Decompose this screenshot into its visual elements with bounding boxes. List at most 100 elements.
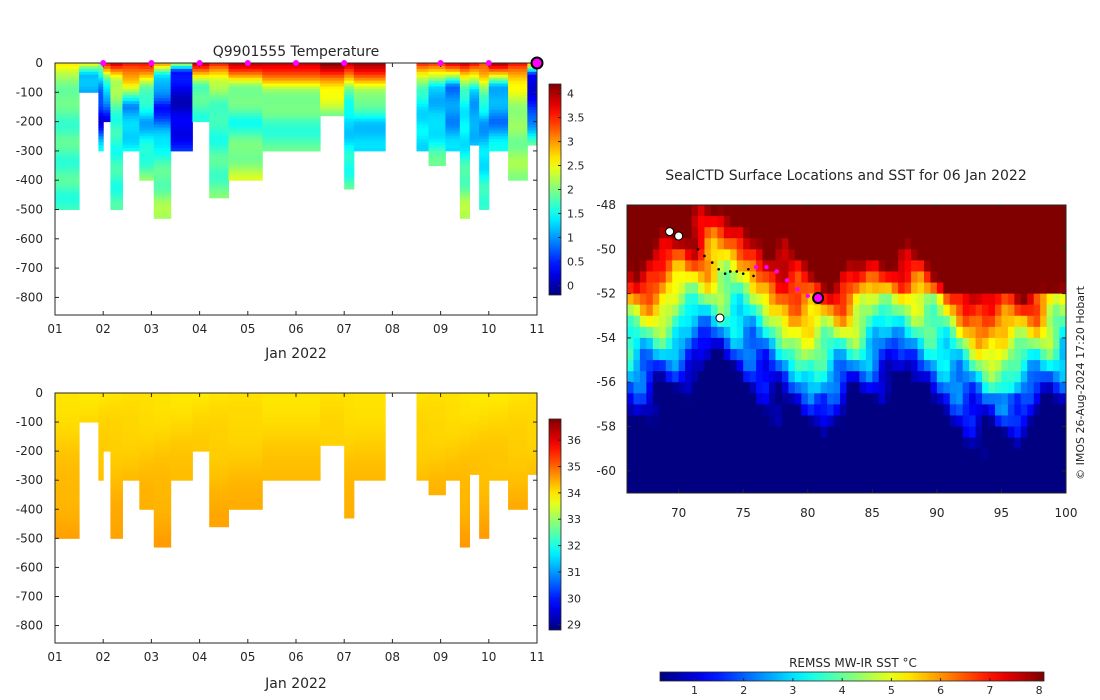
sst-cell xyxy=(865,459,873,472)
salinity-cell xyxy=(445,395,461,400)
sst-cell xyxy=(904,260,912,272)
temperature-cell xyxy=(139,109,155,114)
sst-cell xyxy=(1046,415,1054,428)
sst-cell xyxy=(885,481,893,494)
temperature-cell xyxy=(344,186,355,190)
salinity-cell xyxy=(488,454,509,458)
sst-cell xyxy=(982,205,990,217)
salinity-cell xyxy=(428,459,446,464)
sst-cell xyxy=(756,382,764,394)
sst-cell xyxy=(710,448,718,461)
temperature-cell xyxy=(103,104,111,108)
temperature-cell xyxy=(445,121,461,126)
sst-cell xyxy=(917,437,925,450)
temperature-cell xyxy=(79,65,99,70)
temperature-cell xyxy=(103,109,111,114)
sst-cell xyxy=(743,260,751,272)
sst-cell xyxy=(827,216,835,228)
salinity-cell xyxy=(139,401,155,406)
sst-cell xyxy=(794,382,802,394)
sst-cell xyxy=(1007,326,1015,339)
sst-cell xyxy=(769,349,776,361)
salinity-cell xyxy=(110,491,123,496)
salinity-cell xyxy=(55,465,80,470)
sst-cell xyxy=(962,315,970,328)
temperature-cell xyxy=(209,115,230,120)
temperature-cell xyxy=(209,177,230,181)
salinity-cell xyxy=(459,468,471,472)
sst-cell xyxy=(956,293,964,306)
sst-cell xyxy=(775,326,783,339)
sst-cell xyxy=(898,216,906,228)
salinity-cell xyxy=(262,401,321,406)
temperature-cell xyxy=(170,121,193,126)
sst-cell xyxy=(736,315,744,328)
temperature-cell xyxy=(527,83,537,87)
temperature-cell xyxy=(122,109,140,114)
sst-cell xyxy=(801,349,809,361)
sst-cell xyxy=(749,426,757,439)
salinity-cell xyxy=(262,439,321,443)
salinity-cell xyxy=(459,419,471,423)
sst-cell xyxy=(1014,415,1022,428)
sst-cell xyxy=(1027,448,1035,461)
sst-cell xyxy=(1007,404,1015,416)
salinity-cell xyxy=(428,404,446,409)
temperature-cell xyxy=(488,65,509,70)
sst-cell xyxy=(1053,260,1061,272)
sst-cell xyxy=(885,404,893,416)
sst-cell xyxy=(807,315,815,328)
sst-cell xyxy=(846,404,854,416)
temperature-cell xyxy=(527,136,537,140)
salinity-cell xyxy=(192,393,210,397)
temperature-cell xyxy=(479,174,490,178)
sst-cell xyxy=(898,349,906,361)
salinity-cell xyxy=(445,456,461,461)
temperature-cell xyxy=(153,86,172,90)
temperature-cell xyxy=(139,142,155,146)
temperature-cell xyxy=(527,95,537,99)
sst-cell xyxy=(936,393,944,405)
sst-cell xyxy=(627,304,634,317)
temperature-cell xyxy=(469,101,480,105)
sst-cell xyxy=(988,326,996,339)
map-title: SealCTD Surface Locations and SST for 06… xyxy=(665,168,1026,184)
sst-cell xyxy=(691,426,699,439)
temperature-cell xyxy=(153,104,172,108)
temperature-cell xyxy=(527,109,537,114)
sst-cell xyxy=(917,260,925,272)
sst-cell xyxy=(1027,404,1035,416)
sst-cell xyxy=(975,415,983,428)
salinity-cell xyxy=(98,430,104,435)
sst-cell xyxy=(956,238,964,250)
sst-cell xyxy=(1033,415,1041,428)
sst-cell xyxy=(691,205,699,217)
sst-cell xyxy=(904,426,912,439)
sst-cell xyxy=(1007,371,1015,383)
sst-cell xyxy=(827,415,835,428)
y-tick-label: -300 xyxy=(16,144,43,158)
temperature-cell xyxy=(508,165,528,169)
temperature-panel: Q9901555 Temperature 01 02 03 04 05 06 07 08 09 1… xyxy=(16,44,585,362)
temperature-cell xyxy=(416,86,430,90)
sst-cell xyxy=(749,470,757,483)
map-credit: © IMOS 26-Aug-2024 17:20 Hobart xyxy=(1074,285,1087,479)
sst-cell xyxy=(678,315,686,328)
temperature-cell xyxy=(98,121,104,126)
salinity-cell xyxy=(122,474,140,478)
temperature-cell xyxy=(353,106,386,111)
sst-cell xyxy=(988,426,996,439)
salinity-cell xyxy=(110,459,123,464)
temperature-cell xyxy=(122,65,140,70)
map-y-tick-label: -48 xyxy=(596,198,616,212)
sst-cell xyxy=(807,437,815,450)
temperature-cell xyxy=(122,145,140,149)
salinity-cell xyxy=(469,442,480,446)
sst-cell xyxy=(678,349,686,361)
sst-cell xyxy=(801,459,809,472)
temperature-cell xyxy=(459,180,471,184)
temperature-cell xyxy=(527,124,537,128)
salinity-cell xyxy=(320,393,345,397)
sst-cell xyxy=(1020,448,1028,461)
sst-cell xyxy=(717,238,725,250)
